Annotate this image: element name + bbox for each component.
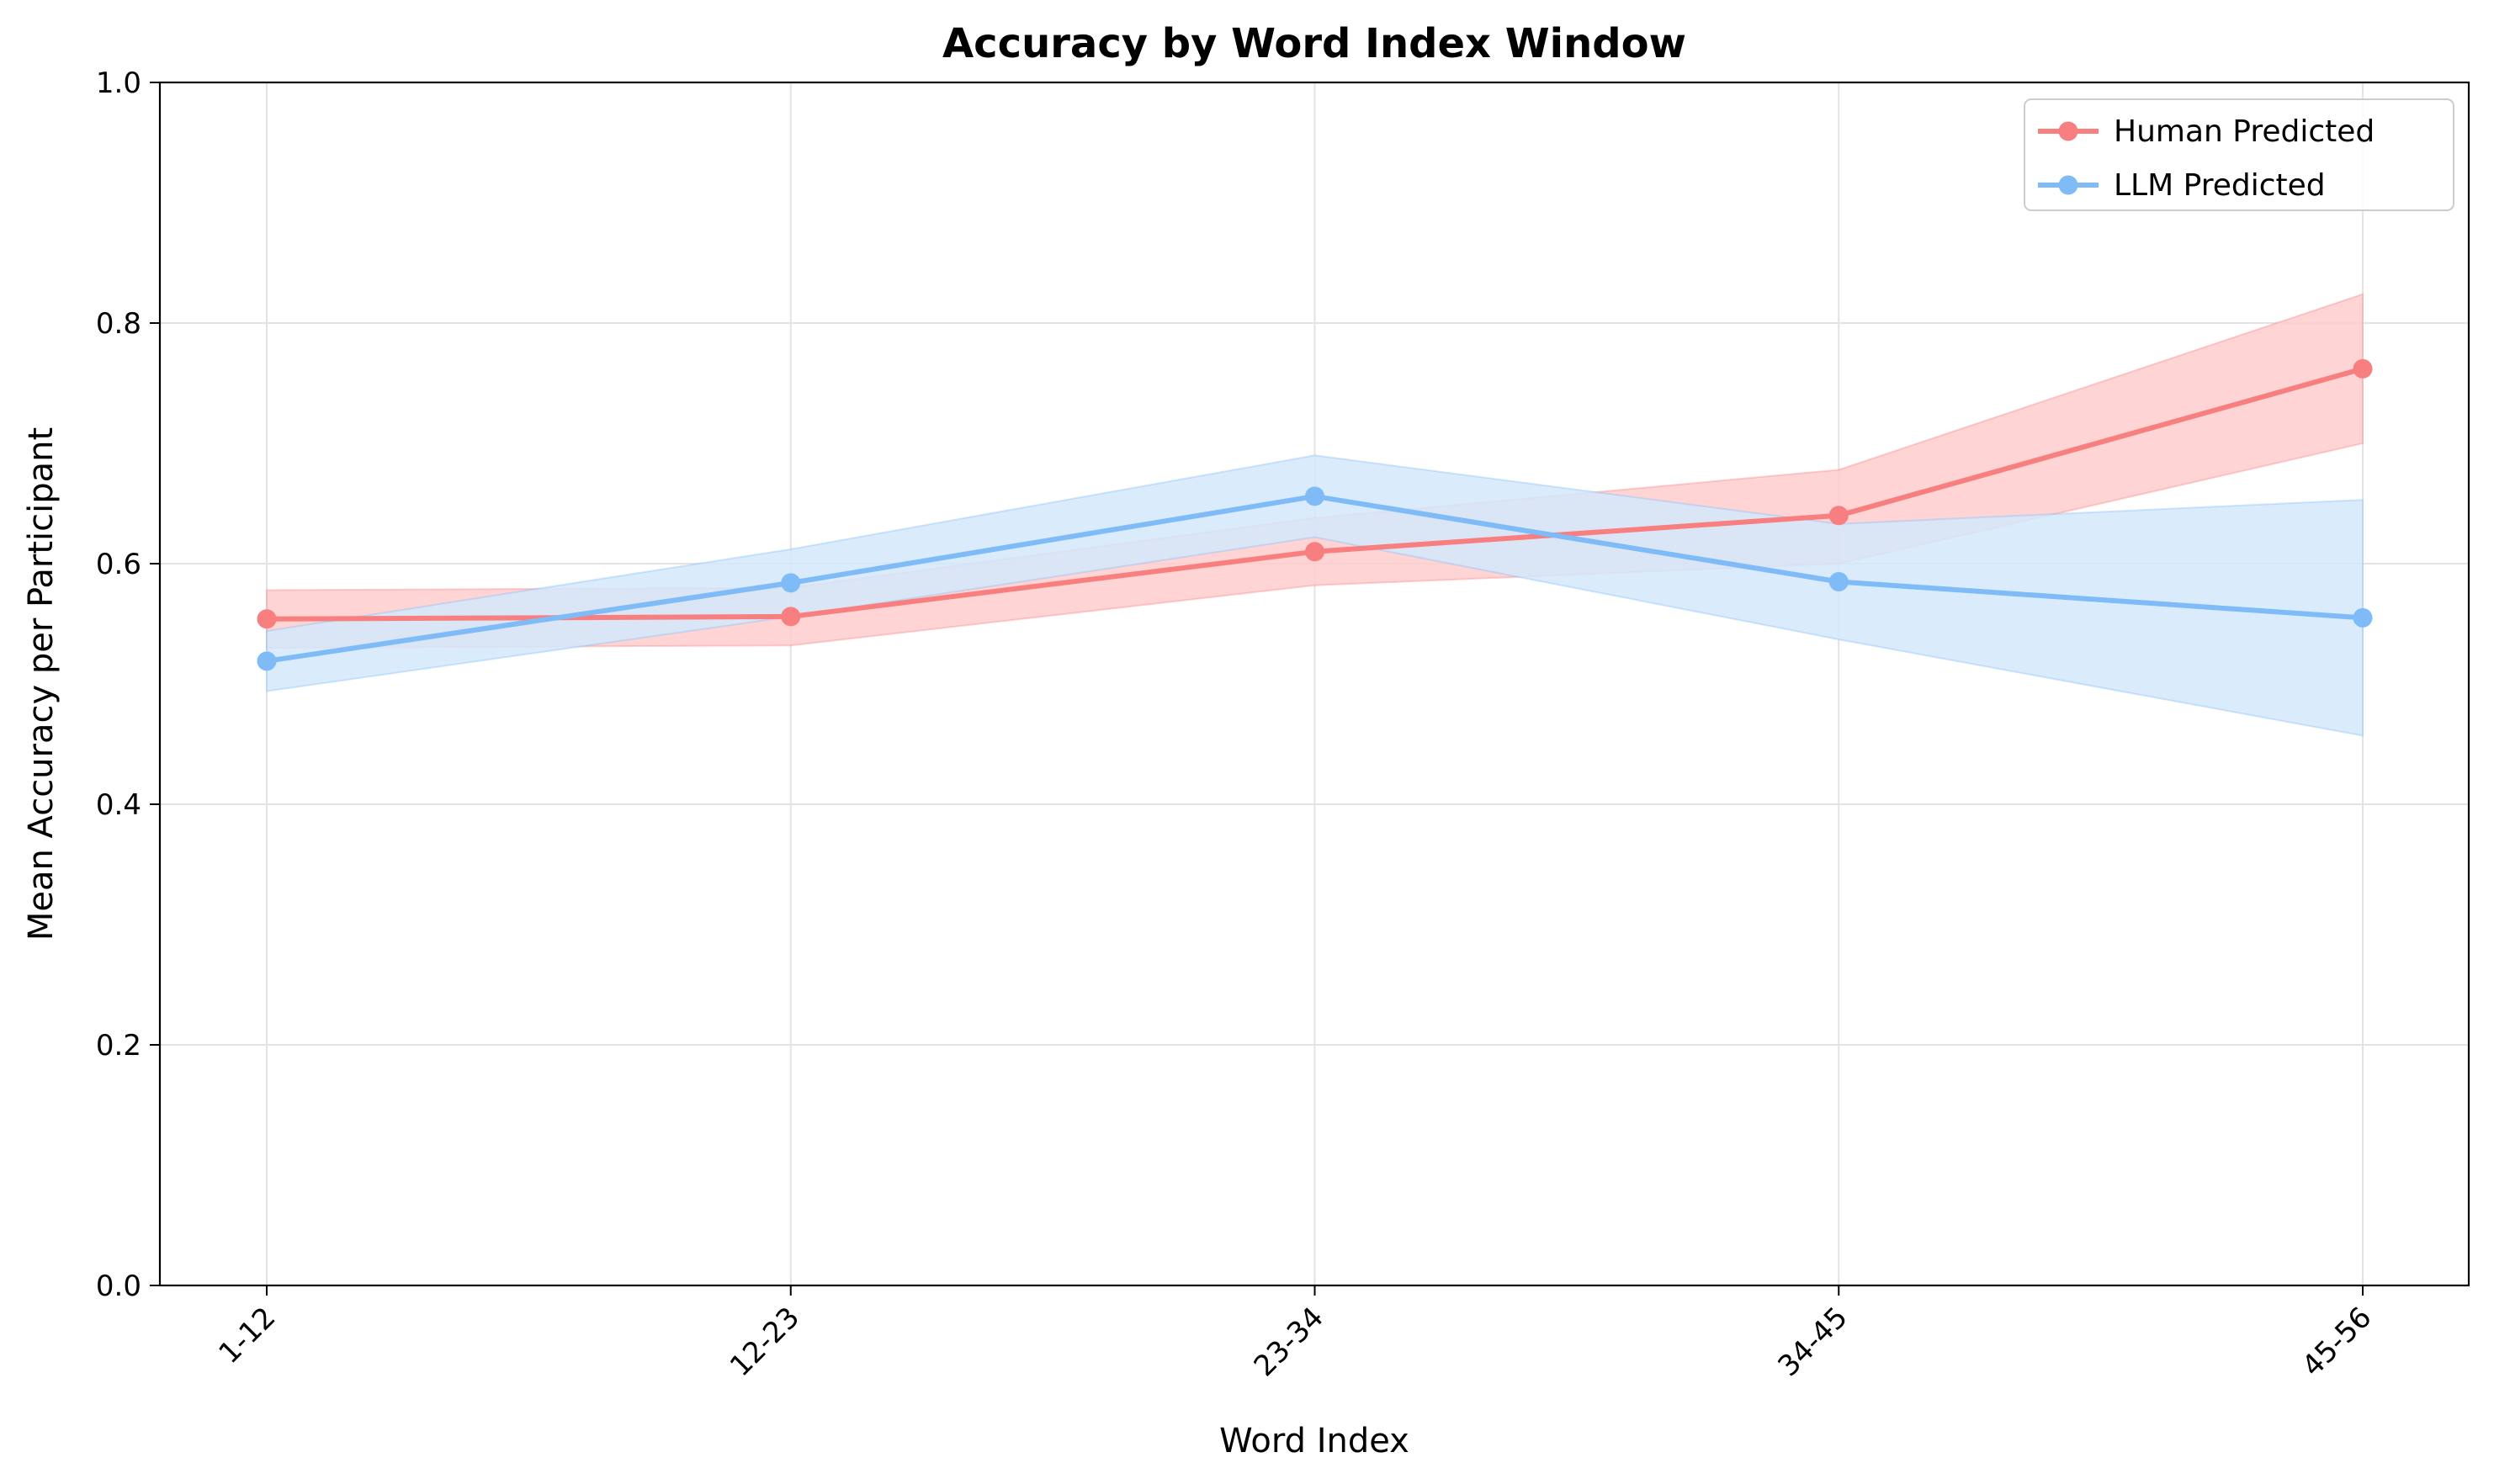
y-tick-label: 0.6	[96, 548, 141, 581]
legend-marker	[2058, 121, 2078, 141]
y-axis-label: Mean Accuracy per Participant	[22, 427, 61, 941]
data-point	[1828, 571, 1849, 591]
legend-marker	[2058, 175, 2078, 195]
y-tick-label: 0.0	[96, 1269, 141, 1303]
data-point	[1828, 506, 1849, 526]
legend: Human Predicted LLM Predicted	[2024, 98, 2454, 211]
y-tick-label: 0.2	[96, 1029, 141, 1063]
data-point	[257, 609, 277, 629]
series-lines	[257, 358, 2373, 671]
x-axis-label: Word Index	[1219, 1422, 1409, 1460]
y-tick-label: 1.0	[96, 66, 141, 100]
confidence-band	[266, 454, 2364, 737]
data-point	[1305, 542, 1324, 562]
legend-box	[2024, 98, 2454, 211]
y-axis: 0.0 0.2 0.4 0.6 0.8 1.0	[96, 66, 160, 1303]
data-point	[2353, 607, 2373, 628]
data-point	[781, 573, 801, 593]
chart-title: Accuracy by Word Index Window	[942, 20, 1686, 67]
y-tick-label: 0.4	[96, 788, 141, 822]
data-point	[1305, 486, 1324, 506]
y-tick-label: 0.8	[96, 307, 141, 341]
data-point	[2353, 358, 2373, 379]
legend-label: Human Predicted	[2114, 114, 2375, 149]
legend-label: LLM Predicted	[2114, 168, 2326, 203]
data-point	[781, 607, 801, 627]
data-point	[257, 651, 277, 671]
confidence-bands	[266, 293, 2364, 737]
